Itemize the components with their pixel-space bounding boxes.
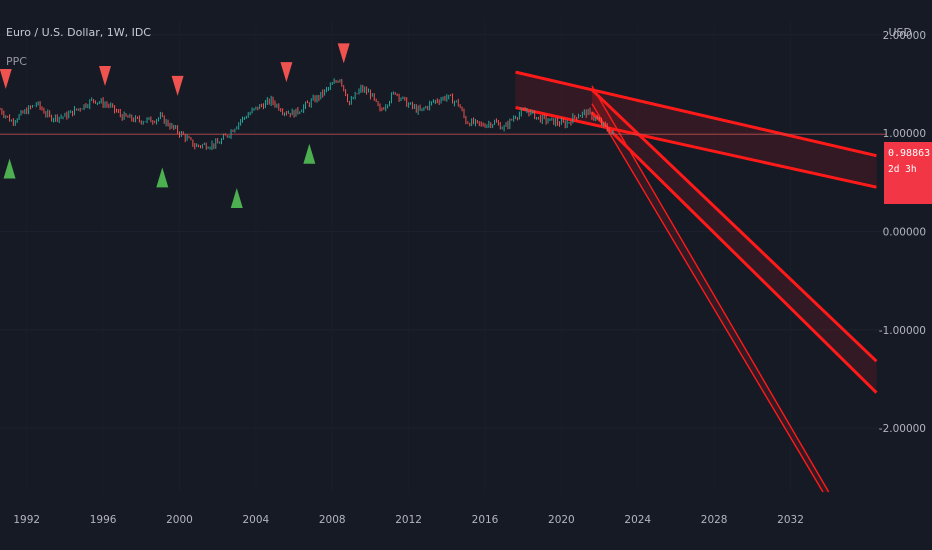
pivot-high-marker xyxy=(280,62,293,83)
x-tick-label: 2000 xyxy=(166,514,193,526)
y-tick-label: -2.00000 xyxy=(879,423,926,435)
x-tick-label: 2004 xyxy=(243,514,270,526)
projection-bands xyxy=(515,70,878,493)
pivot-low-marker xyxy=(3,158,16,179)
y-axis[interactable]: 2.00000 1.00000 0.00000 -1.00000 -2.00000 xyxy=(879,30,926,435)
pivot-markers xyxy=(0,43,350,208)
x-tick-label: 1996 xyxy=(90,514,117,526)
currency-label: USD xyxy=(888,26,912,39)
projection-upper-line xyxy=(590,88,878,363)
pivot-low-marker xyxy=(303,143,316,164)
y-tick-label: 2.00000 xyxy=(883,30,926,42)
last-price-value: 0.98863 xyxy=(888,148,931,159)
pivot-low-marker xyxy=(230,187,243,208)
x-tick-label: 2032 xyxy=(777,514,804,526)
grid xyxy=(0,20,886,492)
y-tick-label: 1.00000 xyxy=(883,128,926,140)
bar-countdown: 2d 3h xyxy=(888,164,917,175)
projection-lower-line xyxy=(515,106,877,189)
x-tick-label: 2024 xyxy=(624,514,651,526)
x-axis[interactable]: 1992 1996 2000 2004 2008 2012 2016 2020 2024 2028… xyxy=(13,514,804,526)
y-tick-label: -1.00000 xyxy=(879,325,926,337)
x-tick-label: 2008 xyxy=(319,514,346,526)
projection-upper-line xyxy=(515,70,877,158)
x-tick-label: 1992 xyxy=(13,514,40,526)
projection-lower-line xyxy=(590,111,878,394)
pivot-high-marker xyxy=(171,75,184,96)
projection-band-fill xyxy=(515,72,877,188)
pivot-high-marker xyxy=(99,66,112,87)
last-price-badge: 0.98863 2d 3h xyxy=(884,142,932,204)
symbol-title[interactable]: Euro / U.S. Dollar, 1W, IDC xyxy=(6,26,151,39)
x-tick-label: 2028 xyxy=(701,514,728,526)
x-tick-label: 2016 xyxy=(472,514,499,526)
pivot-high-marker xyxy=(0,69,12,89)
y-tick-label: 0.00000 xyxy=(883,226,926,238)
pivot-high-marker xyxy=(337,43,350,64)
indicator-label[interactable]: PPC xyxy=(6,55,27,68)
projection-lower-line xyxy=(591,103,824,493)
x-tick-label: 2012 xyxy=(395,514,422,526)
projection-band-fill xyxy=(591,89,877,393)
projection-upper-line xyxy=(591,85,830,493)
pivot-low-marker xyxy=(156,167,169,188)
x-tick-label: 2020 xyxy=(548,514,575,526)
